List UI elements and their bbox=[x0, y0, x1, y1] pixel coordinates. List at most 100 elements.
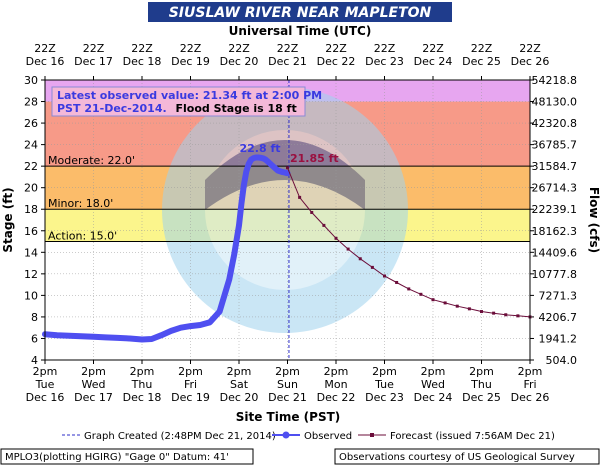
time-tick-6-2: Dec 22 bbox=[317, 391, 356, 404]
forecast-point bbox=[346, 247, 350, 251]
latest-observed-date: PST 21-Dec-2014. bbox=[57, 102, 167, 115]
forecast-point bbox=[310, 210, 314, 214]
peak-label: 22.8 ft bbox=[239, 142, 280, 155]
utc-tick-5-1: Dec 21 bbox=[268, 55, 307, 68]
stage-tick-28: 28 bbox=[24, 96, 38, 109]
stage-tick-4: 4 bbox=[31, 354, 38, 367]
time-tick-0-0: 2pm bbox=[33, 365, 58, 378]
utc-tick-9-0: 22Z bbox=[471, 42, 493, 55]
stage-tick-16: 16 bbox=[24, 225, 38, 238]
legend-observed-marker bbox=[282, 431, 290, 439]
forecast-start-label: 21.85 ft bbox=[290, 152, 339, 165]
time-tick-1-2: Dec 17 bbox=[74, 391, 113, 404]
time-tick-2-1: Thu bbox=[131, 378, 153, 391]
forecast-point bbox=[504, 313, 508, 317]
forecast-point bbox=[370, 265, 374, 269]
observed-line bbox=[42, 154, 291, 343]
forecast-point bbox=[383, 274, 386, 278]
time-tick-10-2: Dec 26 bbox=[511, 391, 550, 404]
footer-datum: MPLO3(plotting HGIRG) "Gage 0" Datum: 41… bbox=[5, 452, 229, 463]
utc-tick-7-1: Dec 23 bbox=[365, 55, 404, 68]
latest-observed-line2: PST 21-Dec-2014. Flood Stage is 18 ft bbox=[57, 102, 297, 115]
time-tick-2-2: Dec 18 bbox=[123, 391, 162, 404]
flood-stage-lines: Action: 15.0' Minor: 18.0' Moderate: 22.0' bbox=[45, 80, 530, 360]
stage-tick-14: 14 bbox=[24, 246, 38, 259]
stage-tick-26: 26 bbox=[24, 117, 38, 130]
utc-tick-1-0: 22Z bbox=[83, 42, 105, 55]
forecast-point bbox=[443, 301, 447, 305]
utc-tick-0-0: 22Z bbox=[34, 42, 56, 55]
time-tick-5-1: Sun bbox=[277, 378, 298, 391]
stage-tick-12: 12 bbox=[24, 268, 38, 281]
stage-tick-18: 18 bbox=[24, 203, 38, 216]
forecast-point bbox=[516, 314, 520, 318]
forecast-point bbox=[286, 166, 289, 170]
utc-tick-5-0: 22Z bbox=[277, 42, 299, 55]
flood-label-minor: Minor: 18.0' bbox=[48, 197, 113, 210]
latest-observed-line1: Latest observed value: 21.34 ft at 2:00 … bbox=[57, 89, 322, 102]
time-tick-6-0: 2pm bbox=[324, 365, 349, 378]
utc-tick-8-0: 22Z bbox=[422, 42, 444, 55]
utc-tick-2-0: 22Z bbox=[131, 42, 153, 55]
time-tick-4-2: Dec 20 bbox=[220, 391, 259, 404]
flow-tick-8: 26714.3 bbox=[532, 182, 578, 195]
flow-tick-12: 48130.0 bbox=[532, 96, 578, 109]
flow-tick-6: 18162.3 bbox=[532, 225, 578, 238]
time-tick-0-1: Tue bbox=[35, 378, 55, 391]
flow-tick-0: 504.0 bbox=[546, 354, 578, 367]
forecast-point bbox=[492, 311, 496, 315]
legend-forecast-marker bbox=[370, 433, 374, 437]
time-tick-7-1: Tue bbox=[374, 378, 394, 391]
time-tick-9-1: Thu bbox=[470, 378, 492, 391]
flow-tick-4: 10777.8 bbox=[532, 268, 578, 281]
flow-tick-3: 7271.3 bbox=[539, 289, 578, 302]
legend-created: Graph Created (2:48PM Dec 21, 2014) bbox=[84, 431, 276, 442]
flow-tick-11: 42320.8 bbox=[532, 117, 578, 130]
footer-datum-box bbox=[0, 448, 254, 465]
flow-tick-9: 31584.7 bbox=[532, 160, 578, 173]
utc-tick-6-0: 22Z bbox=[325, 42, 347, 55]
title-bar bbox=[148, 2, 452, 22]
stage-tick-30: 30 bbox=[24, 74, 38, 87]
utc-tick-4-1: Dec 20 bbox=[220, 55, 259, 68]
legend: Graph Created (2:48PM Dec 21, 2014) Obse… bbox=[62, 431, 555, 442]
stage-tick-22: 22 bbox=[24, 160, 38, 173]
time-tick-8-0: 2pm bbox=[421, 365, 446, 378]
time-tick-8-2: Dec 24 bbox=[414, 391, 453, 404]
utc-tick-3-1: Dec 19 bbox=[171, 55, 210, 68]
utc-tick-3-0: 22Z bbox=[180, 42, 202, 55]
time-tick-9-0: 2pm bbox=[469, 365, 494, 378]
forecast-point bbox=[322, 223, 326, 227]
latest-observed-box bbox=[51, 86, 306, 117]
plot-frame bbox=[44, 79, 531, 361]
bottom-axis-title: Site Time (PST) bbox=[236, 410, 341, 424]
flood-label-moderate: Moderate: 22.0' bbox=[48, 154, 135, 167]
time-tick-10-1: Fri bbox=[523, 378, 536, 391]
time-tick-4-0: 2pm bbox=[227, 365, 252, 378]
right-axis-title: Flow (cfs) bbox=[587, 187, 600, 253]
time-tick-5-0: 2pm bbox=[275, 365, 300, 378]
flow-tick-10: 36785.7 bbox=[532, 139, 578, 152]
time-tick-10-0: 2pm bbox=[518, 365, 543, 378]
flow-tick-7: 22239.1 bbox=[532, 203, 578, 216]
left-axis-title: Stage (ft) bbox=[1, 187, 15, 252]
legend-forecast: Forecast (issued 7:56AM Dec 21) bbox=[390, 431, 555, 442]
noaa-watermark bbox=[162, 87, 408, 333]
utc-tick-9-1: Dec 25 bbox=[462, 55, 501, 68]
forecast-point bbox=[358, 257, 362, 261]
stage-tick-8: 8 bbox=[31, 311, 38, 324]
stage-tick-24: 24 bbox=[24, 139, 38, 152]
time-tick-4-1: Sat bbox=[230, 378, 249, 391]
footer-credit: Observations courtesy of US Geological S… bbox=[339, 452, 575, 463]
time-tick-3-2: Dec 19 bbox=[171, 391, 210, 404]
flood-stage-note: Flood Stage is 18 ft bbox=[176, 102, 297, 115]
stage-tick-10: 10 bbox=[24, 289, 38, 302]
footer-credit-box bbox=[334, 448, 600, 465]
utc-tick-4-0: 22Z bbox=[228, 42, 250, 55]
flow-tick-13: 54218.8 bbox=[532, 74, 578, 87]
time-tick-3-1: Fri bbox=[184, 378, 197, 391]
forecast-point bbox=[298, 195, 302, 199]
forecast-point bbox=[467, 307, 471, 311]
utc-tick-7-0: 22Z bbox=[374, 42, 396, 55]
